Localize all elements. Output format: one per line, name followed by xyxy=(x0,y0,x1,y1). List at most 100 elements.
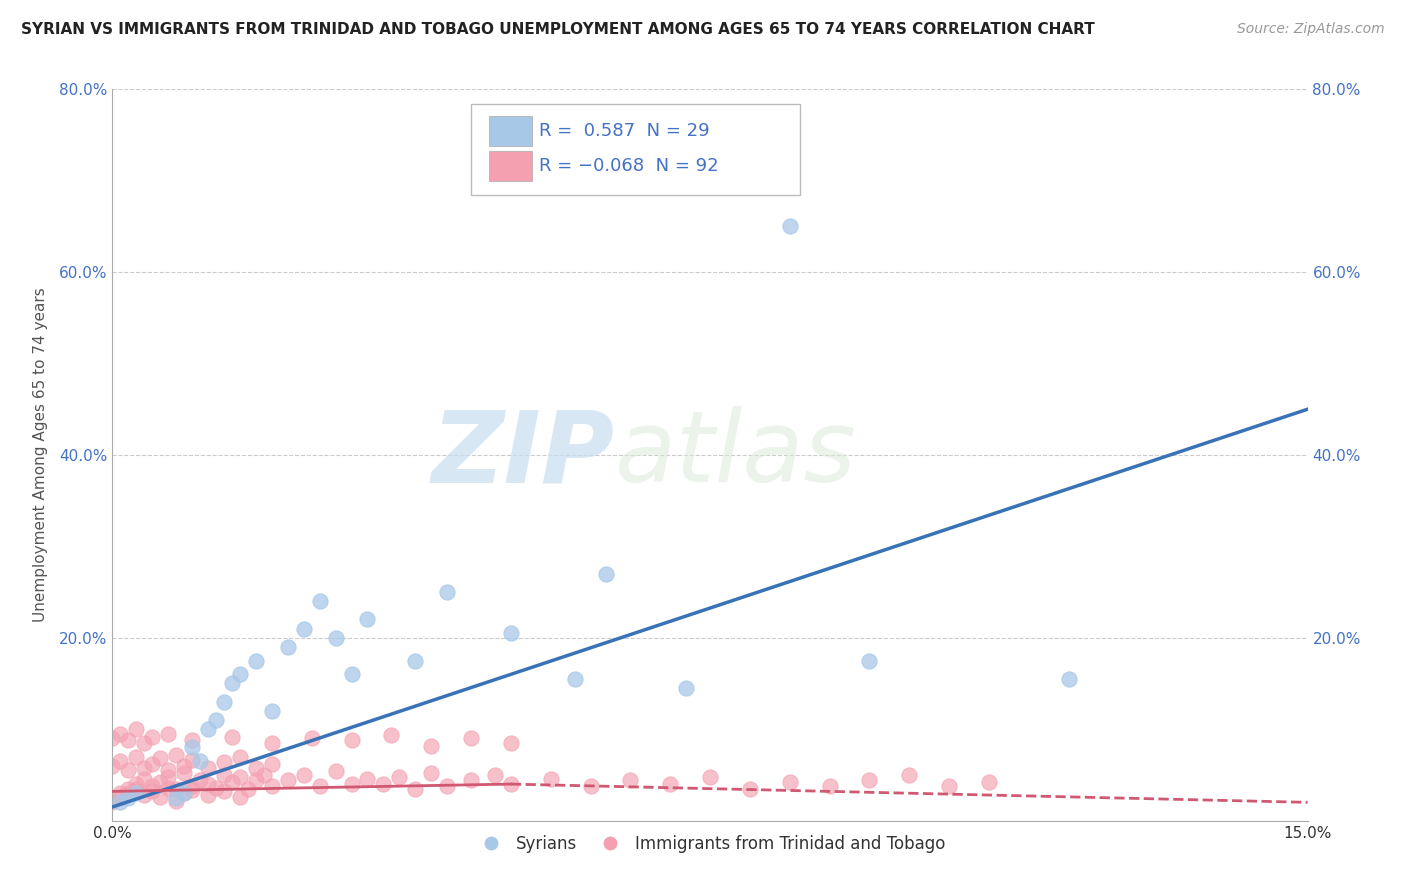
Point xyxy=(356,613,378,627)
Point xyxy=(221,676,243,690)
Point xyxy=(245,654,267,668)
Point xyxy=(738,781,761,796)
Point xyxy=(977,775,1000,789)
Point xyxy=(301,731,323,746)
Point xyxy=(165,793,187,807)
Point xyxy=(212,784,235,798)
Point xyxy=(157,780,180,795)
Point xyxy=(460,773,482,788)
Point xyxy=(229,770,252,784)
Point xyxy=(1057,672,1080,686)
Point xyxy=(595,566,617,581)
Point xyxy=(117,790,139,805)
Point xyxy=(205,780,228,795)
Point xyxy=(134,761,156,775)
Point xyxy=(499,736,522,750)
Point xyxy=(173,786,195,800)
Point xyxy=(141,730,163,744)
Point xyxy=(898,768,921,782)
Point xyxy=(141,784,163,798)
Point xyxy=(181,740,204,755)
Point xyxy=(277,640,299,654)
Point xyxy=(404,781,426,796)
Point xyxy=(134,736,156,750)
Point xyxy=(779,219,801,234)
Point xyxy=(253,768,276,782)
Point xyxy=(229,667,252,681)
Point xyxy=(325,631,347,645)
Point xyxy=(460,731,482,746)
Point xyxy=(117,733,139,747)
Point xyxy=(356,772,378,786)
Point xyxy=(484,768,506,782)
Point xyxy=(779,775,801,789)
Point xyxy=(373,777,395,791)
Point xyxy=(308,594,330,608)
Point xyxy=(499,626,522,640)
Point xyxy=(149,789,172,804)
Point xyxy=(165,747,187,762)
Point xyxy=(292,622,315,636)
Point xyxy=(165,790,187,805)
Y-axis label: Unemployment Among Ages 65 to 74 years: Unemployment Among Ages 65 to 74 years xyxy=(32,287,48,623)
Point xyxy=(260,736,283,750)
Point xyxy=(938,779,960,793)
Point xyxy=(125,723,148,737)
Point xyxy=(110,786,132,800)
Text: atlas: atlas xyxy=(614,407,856,503)
Point xyxy=(212,768,235,782)
Point xyxy=(245,761,267,775)
Point xyxy=(188,754,211,768)
Point xyxy=(404,654,426,668)
Point xyxy=(197,723,219,737)
Point xyxy=(197,788,219,802)
Point xyxy=(858,654,880,668)
Point xyxy=(141,779,163,793)
Point xyxy=(110,727,132,741)
Point xyxy=(181,753,204,767)
Point xyxy=(420,766,443,780)
Point xyxy=(110,790,132,805)
Point xyxy=(858,773,880,788)
Point xyxy=(221,775,243,789)
Point xyxy=(110,754,132,768)
Point xyxy=(157,727,180,741)
Point xyxy=(245,773,267,788)
Point xyxy=(101,731,124,746)
Point xyxy=(340,667,363,681)
Point xyxy=(173,766,195,780)
Point xyxy=(436,779,458,793)
Point xyxy=(540,772,562,786)
Text: R = −0.068  N = 92: R = −0.068 N = 92 xyxy=(538,157,718,175)
Point xyxy=(229,789,252,804)
Text: R =  0.587  N = 29: R = 0.587 N = 29 xyxy=(538,122,710,140)
Point xyxy=(110,796,132,810)
Point xyxy=(659,777,682,791)
Point xyxy=(125,777,148,791)
Point xyxy=(340,733,363,747)
Point xyxy=(117,764,139,778)
Point xyxy=(292,768,315,782)
Point xyxy=(260,756,283,771)
Point xyxy=(699,770,721,784)
Legend: Syrians, Immigrants from Trinidad and Tobago: Syrians, Immigrants from Trinidad and To… xyxy=(468,829,952,860)
Point xyxy=(134,788,156,802)
Point xyxy=(675,681,697,695)
Point xyxy=(388,770,411,784)
Point xyxy=(499,777,522,791)
Point xyxy=(181,782,204,797)
Point xyxy=(101,758,124,772)
Point xyxy=(181,779,204,793)
Text: ZIP: ZIP xyxy=(432,407,614,503)
Point xyxy=(205,713,228,727)
Point xyxy=(141,756,163,771)
Point xyxy=(325,764,347,779)
Point xyxy=(420,739,443,753)
Point xyxy=(340,777,363,791)
Point xyxy=(117,786,139,800)
FancyBboxPatch shape xyxy=(471,103,800,195)
Point xyxy=(197,761,219,775)
Point xyxy=(101,796,124,810)
Point xyxy=(134,772,156,787)
FancyBboxPatch shape xyxy=(489,116,531,146)
